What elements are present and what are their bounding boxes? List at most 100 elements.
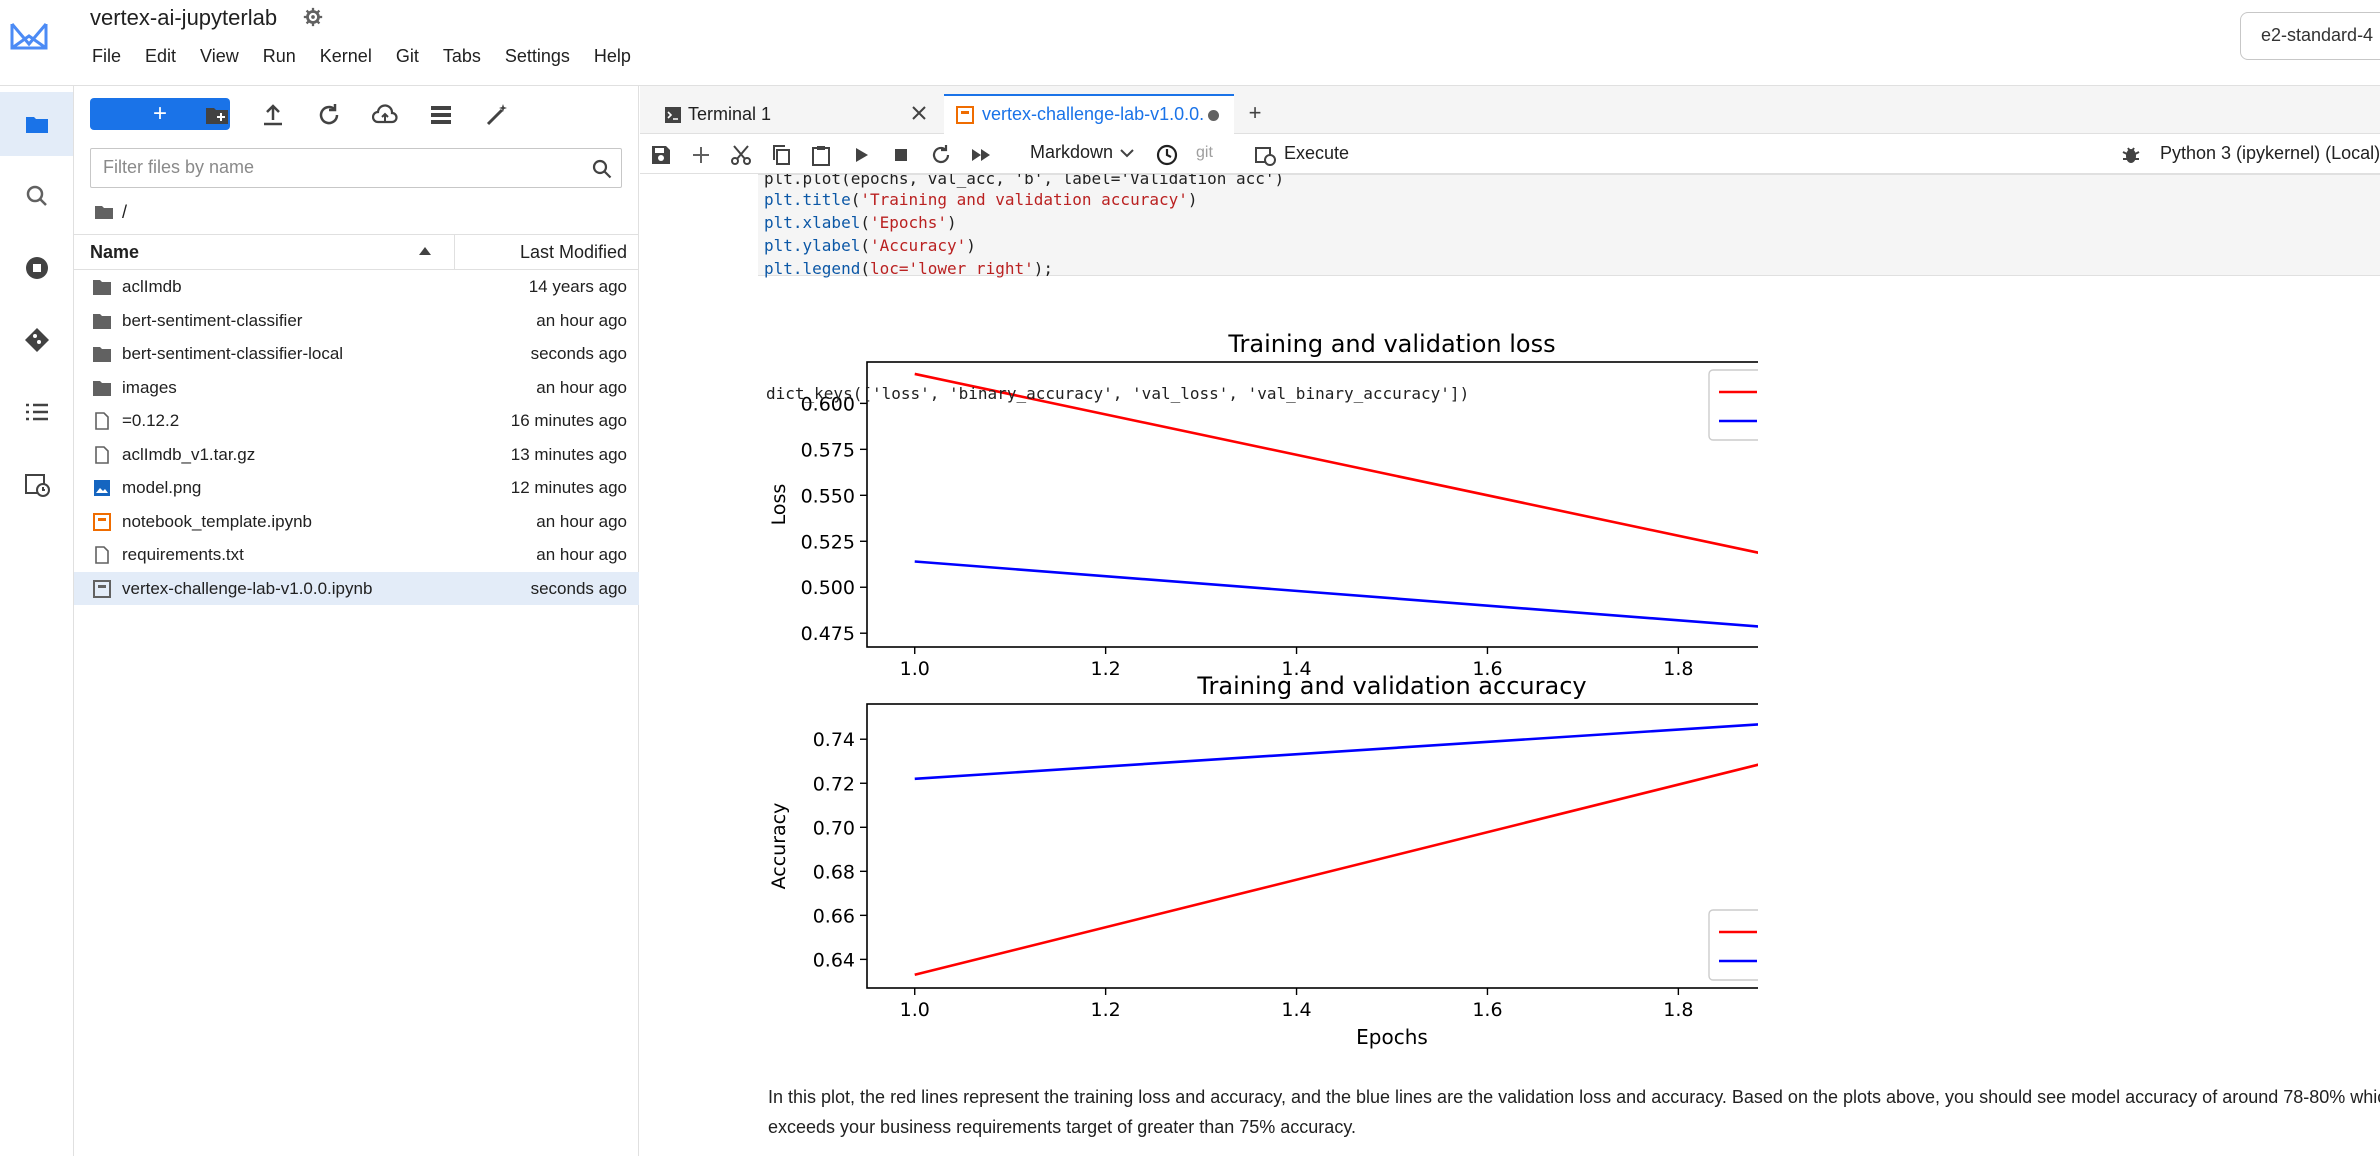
execute-button[interactable]: Execute [1284, 143, 1350, 163]
menu-tabs[interactable]: Tabs [442, 46, 481, 66]
cloud-upload-icon[interactable] [372, 102, 398, 128]
kernel-name[interactable]: Python 3 (ipykernel) (Local) [2160, 143, 2380, 163]
code-cell[interactable]: plt.plot(epochs, val_acc, 'b', label='Va… [758, 174, 2380, 278]
extension-manager-tab[interactable] [0, 164, 73, 228]
execute-icon[interactable] [1254, 144, 1276, 166]
cut-icon[interactable] [730, 144, 752, 166]
stop-icon[interactable] [890, 144, 912, 166]
filter-files-input[interactable] [103, 157, 573, 178]
code-fn: plt.title [764, 190, 851, 209]
notebook-content: plt.plot(epochs, val_acc, 'b', label='Va… [640, 174, 2380, 1156]
machine-type-button[interactable]: e2-standard-4 [2240, 12, 2380, 60]
file-modified: 14 years ago [528, 277, 627, 296]
file-name: images [122, 377, 177, 397]
menu-edit[interactable]: Edit [145, 46, 177, 66]
tab-terminal[interactable]: Terminal 1 [654, 94, 944, 134]
list-item[interactable]: aclImdb_v1.tar.gz 13 minutes ago [74, 438, 639, 472]
new-folder-icon[interactable] [204, 102, 230, 128]
copy-icon[interactable] [770, 144, 792, 166]
y-tick-label: 0.600 [801, 393, 855, 415]
plot-frame [866, 703, 1758, 989]
activity-bar [0, 86, 74, 1156]
folder-icon [95, 206, 113, 219]
git-tab[interactable] [0, 308, 73, 372]
code-line: plt.xlabel('Epochs') [764, 213, 957, 232]
file-name: vertex-challenge-lab-v1.0.0.ipynb [122, 578, 373, 598]
list-item[interactable]: =0.12.2 16 minutes ago [74, 404, 639, 438]
folder-icon [93, 380, 111, 396]
y-tick-label: 0.74 [813, 729, 855, 751]
unsaved-dot-icon[interactable] [1208, 110, 1219, 121]
legend-box [1708, 909, 1758, 981]
vertex-logo-icon[interactable] [6, 14, 52, 60]
restart-icon[interactable] [930, 144, 952, 166]
sort-ascending-icon[interactable] [418, 245, 432, 257]
code-fn: plt.xlabel [764, 213, 861, 232]
list-item[interactable]: bert-sentiment-classifier-local seconds … [74, 337, 639, 371]
menu-kernel[interactable]: Kernel [319, 46, 372, 66]
breadcrumb-root[interactable]: / [122, 201, 128, 222]
debugger-icon[interactable] [2120, 144, 2142, 166]
menu-file[interactable]: File [92, 46, 122, 66]
file-name: aclImdb_v1.tar.gz [122, 444, 256, 464]
close-icon[interactable] [910, 104, 928, 122]
upload-icon[interactable] [260, 102, 286, 128]
x-tick-label: 1.4 [1281, 658, 1311, 680]
file-modified: an hour ago [536, 377, 627, 397]
menu-run[interactable]: Run [262, 46, 296, 66]
file-modified: 12 minutes ago [510, 478, 627, 497]
scheduler-tab[interactable] [0, 452, 73, 516]
menu-git[interactable]: Git [395, 46, 419, 66]
refresh-icon[interactable] [316, 102, 342, 128]
y-tick-label: 0.575 [801, 439, 855, 461]
code-tail: ); [1033, 259, 1053, 278]
gear-icon[interactable] [302, 6, 324, 28]
list-item[interactable]: model.png 12 minutes ago [74, 471, 639, 505]
add-tab-button[interactable]: + [1248, 100, 1262, 125]
filter-box [90, 148, 622, 188]
list-item-selected[interactable]: vertex-challenge-lab-v1.0.0.ipynb second… [74, 571, 639, 605]
markdown-cell[interactable]: In this plot, the red lines represent th… [768, 1087, 2380, 1137]
list-item[interactable]: notebook_template.ipynb an hour ago [74, 505, 639, 539]
list-item[interactable]: aclImdb 14 years ago [74, 270, 639, 304]
column-modified-header[interactable]: Last Modified [454, 235, 639, 269]
image-file-icon [94, 480, 110, 496]
list-item[interactable]: images an hour ago [74, 371, 639, 405]
clock-icon[interactable] [1156, 144, 1178, 166]
save-icon[interactable] [650, 144, 672, 166]
tab-notebook[interactable]: vertex-challenge-lab-v1.0.0.ipynb [944, 94, 1234, 134]
folder-icon [93, 313, 111, 329]
tab-terminal-label: Terminal 1 [688, 104, 772, 124]
y-axis-label: Accuracy [768, 803, 790, 890]
list-view-icon[interactable] [428, 102, 454, 128]
menu-help[interactable]: Help [593, 46, 631, 66]
toc-tab[interactable] [0, 380, 73, 444]
cell-type-dropdown[interactable]: Markdown [1030, 142, 1114, 162]
insert-cell-icon[interactable] [690, 144, 712, 166]
list-item[interactable]: bert-sentiment-classifier an hour ago [74, 304, 639, 338]
code-arg: loc='lower right' [869, 259, 1034, 278]
fast-forward-icon[interactable] [970, 144, 992, 166]
output-plot: Training and validation loss 1.0 1.2 1.4 1.6… [768, 330, 1758, 1049]
magic-wand-icon[interactable] [484, 102, 510, 128]
file-browser-tab[interactable] [0, 92, 73, 156]
code-arg: 'Training and validation accuracy' [860, 190, 1188, 209]
running-tab[interactable] [0, 236, 73, 300]
file-modified: an hour ago [536, 511, 627, 531]
breadcrumb[interactable]: / [94, 198, 127, 226]
toc-icon [25, 403, 48, 421]
x-tick-label: 1.2 [1091, 658, 1121, 680]
scheduler-icon [24, 474, 50, 497]
run-icon[interactable] [850, 144, 872, 166]
chevron-down-icon[interactable] [1120, 148, 1134, 158]
git-diff-button[interactable]: git [1196, 144, 1213, 161]
file-modified: 13 minutes ago [510, 444, 627, 464]
file-modified: seconds ago [530, 578, 627, 598]
column-name-header[interactable]: Name [90, 242, 140, 262]
paste-icon[interactable] [810, 144, 832, 166]
menu-view[interactable]: View [200, 46, 239, 66]
list-item[interactable]: requirements.txt an hour ago [74, 538, 639, 572]
menu-settings[interactable]: Settings [504, 46, 570, 66]
folder-icon [25, 117, 48, 133]
file-name: notebook_template.ipynb [122, 511, 312, 531]
